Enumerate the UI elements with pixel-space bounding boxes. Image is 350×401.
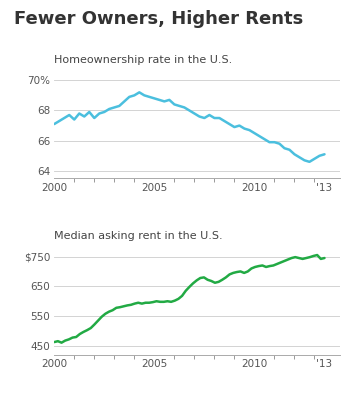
Text: Fewer Owners, Higher Rents: Fewer Owners, Higher Rents	[14, 10, 303, 28]
Text: Homeownership rate in the U.S.: Homeownership rate in the U.S.	[54, 55, 232, 65]
Text: Median asking rent in the U.S.: Median asking rent in the U.S.	[54, 231, 223, 241]
